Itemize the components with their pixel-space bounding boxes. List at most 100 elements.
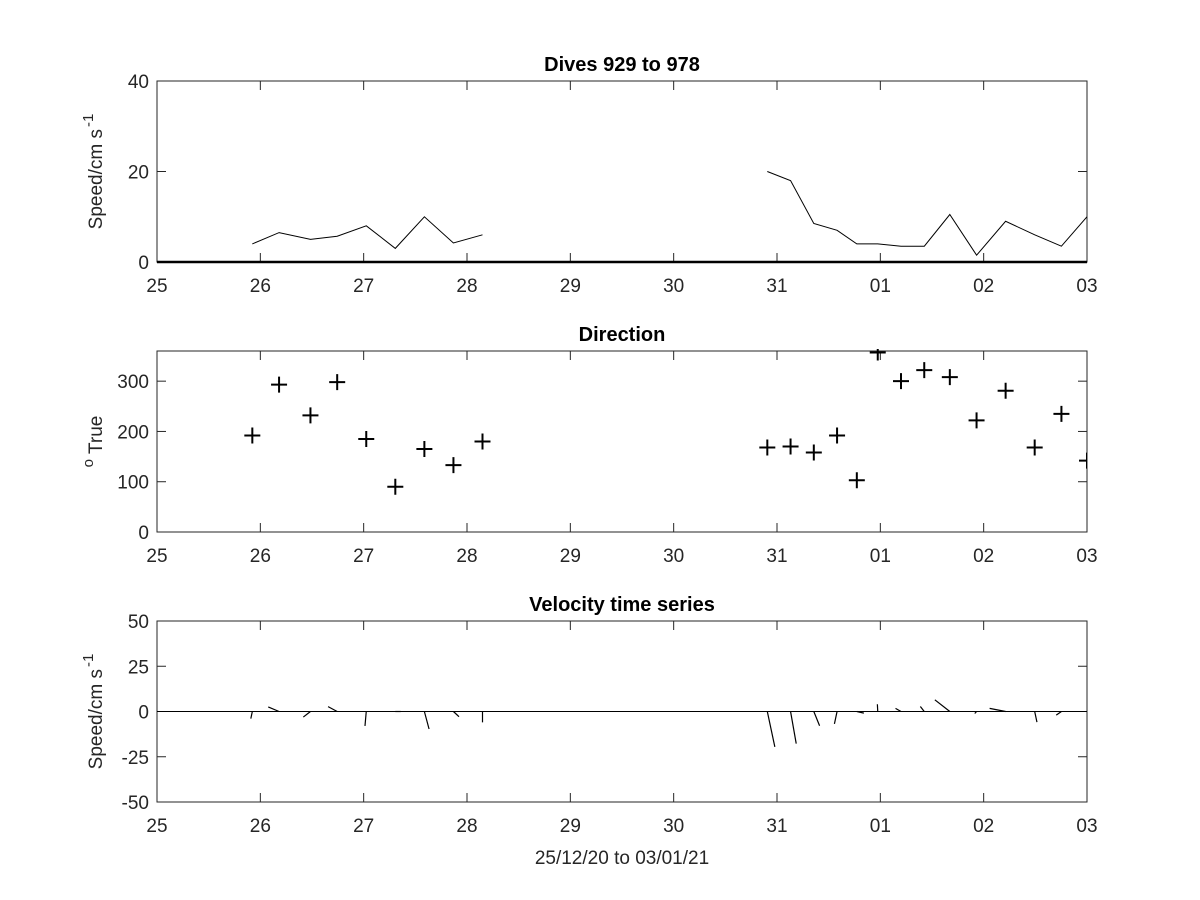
direction-point <box>1189 434 1200 450</box>
velocity-stick <box>1113 712 1118 715</box>
speed-xtick-label: 28 <box>456 276 477 297</box>
direction-ytick-label: 100 <box>117 473 149 494</box>
velocity-stick <box>856 710 865 714</box>
velocity-data <box>157 699 1175 748</box>
direction-point <box>474 433 491 450</box>
direction-point <box>848 472 865 489</box>
direction-point <box>968 412 985 429</box>
direction-point <box>271 376 288 393</box>
direction-xtick-label: 27 <box>353 546 374 567</box>
velocity-stick <box>919 706 925 712</box>
speed-xtick-label: 02 <box>973 276 994 297</box>
direction-xtick-label: 25 <box>146 546 167 567</box>
velocity-stick <box>813 711 821 726</box>
speed-ytick-label: 20 <box>128 163 149 184</box>
direction-point <box>941 369 958 386</box>
direction-point <box>445 457 462 474</box>
velocity-stick <box>833 711 838 725</box>
direction-ytick-label: 200 <box>117 422 149 443</box>
velocity-stick <box>989 707 1006 713</box>
speed-title: Dives 929 to 978 <box>544 54 700 76</box>
velocity-xtick-label: 02 <box>973 816 994 837</box>
velocity-stick <box>1034 711 1038 723</box>
velocity-ytick-label: 25 <box>128 657 149 678</box>
direction-point <box>329 374 346 391</box>
velocity-xtick-label: 29 <box>560 816 581 837</box>
direction-title: Direction <box>579 324 666 346</box>
speed-panel: Dives 929 to 978 25 26 27 28 29 30 31 01 02 03 0 20 4… <box>80 54 1098 297</box>
direction-point <box>1131 443 1147 459</box>
direction-xtick-label: 28 <box>456 546 477 567</box>
direction-panel: Direction 25 26 27 28 29 30 31 01 02 03 0 100 200 300 o… <box>80 324 1200 567</box>
direction-xtick-label: 02 <box>973 546 994 567</box>
velocity-stick <box>974 711 978 714</box>
direction-point <box>416 441 433 458</box>
velocity-stick <box>327 706 338 713</box>
velocity-stick <box>250 711 253 719</box>
direction-point <box>893 373 909 390</box>
velocity-stick <box>453 711 460 718</box>
speed-xtick-label: 03 <box>1076 276 1097 297</box>
speed-ylabel-superscript: -1 <box>80 114 97 127</box>
velocity-stick <box>1055 711 1062 716</box>
velocity-panel: Velocity time series 25 26 27 28 29 30 31 01 02 03… <box>80 594 1175 869</box>
velocity-ytick-label: 0 <box>138 703 149 724</box>
direction-point <box>302 407 319 424</box>
velocity-xtick-label: 03 <box>1076 816 1097 837</box>
speed-ytick-label: 0 <box>138 253 149 274</box>
direction-point <box>1160 449 1176 465</box>
speed-ylabel: Speed/cm s -1 <box>80 114 107 230</box>
direction-point <box>759 439 776 456</box>
direction-ylabel-superscript: o <box>80 459 97 467</box>
direction-point <box>1053 405 1070 422</box>
direction-point <box>358 430 375 447</box>
direction-ytick-label: 0 <box>138 523 149 544</box>
velocity-stick <box>1139 712 1141 719</box>
velocity-xtick-label: 28 <box>456 816 477 837</box>
speed-xtick-label: 31 <box>766 276 787 297</box>
direction-data <box>244 349 1200 495</box>
velocity-xtick-label: 01 <box>870 816 891 837</box>
direction-point <box>1026 439 1043 456</box>
direction-point <box>782 438 799 455</box>
velocity-title: Velocity time series <box>529 594 715 616</box>
direction-point <box>244 427 261 444</box>
direction-xtick-label: 29 <box>560 546 581 567</box>
direction-point <box>916 362 933 379</box>
velocity-ytick-label: 50 <box>128 612 149 633</box>
velocity-stick <box>766 711 776 748</box>
direction-xtick-label: 30 <box>663 546 684 567</box>
velocity-stick <box>267 706 280 713</box>
speed-xtick-label: 01 <box>870 276 891 297</box>
velocity-ylabel: Speed/cm s -1 <box>80 654 107 770</box>
velocity-ylabel-text: Speed/cm s <box>86 669 107 769</box>
direction-point <box>997 382 1014 399</box>
velocity-stick <box>302 711 311 718</box>
speed-axes-box <box>156 80 1088 263</box>
speed-ylabel-text: Speed/cm s <box>86 129 107 229</box>
direction-xtick-label: 31 <box>766 546 787 567</box>
velocity-stick <box>1086 711 1087 713</box>
speed-xtick-label: 30 <box>663 276 684 297</box>
velocity-xtick-label: 27 <box>353 816 374 837</box>
direction-point <box>829 427 846 444</box>
velocity-xtick-label: 25 <box>146 816 167 837</box>
direction-xtick-label: 01 <box>870 546 891 567</box>
speed-data <box>157 171 1087 264</box>
direction-xtick-label: 03 <box>1076 546 1097 567</box>
direction-point <box>869 349 886 361</box>
direction-point <box>1079 452 1087 469</box>
speed-ytick-label: 40 <box>128 72 149 93</box>
velocity-stick <box>1168 712 1175 725</box>
speed-xtick-label: 27 <box>353 276 374 297</box>
velocity-stick <box>364 711 367 726</box>
velocity-xtick-label: 26 <box>250 816 271 837</box>
speed-xtick-label: 25 <box>146 276 167 297</box>
velocity-xtick-label: 30 <box>663 816 684 837</box>
direction-point <box>805 444 822 461</box>
velocity-stick <box>423 711 430 730</box>
velocity-ytick-label: -50 <box>122 793 149 814</box>
direction-ytick-label: 300 <box>117 372 149 393</box>
direction-ylabel-text: True <box>86 416 107 454</box>
